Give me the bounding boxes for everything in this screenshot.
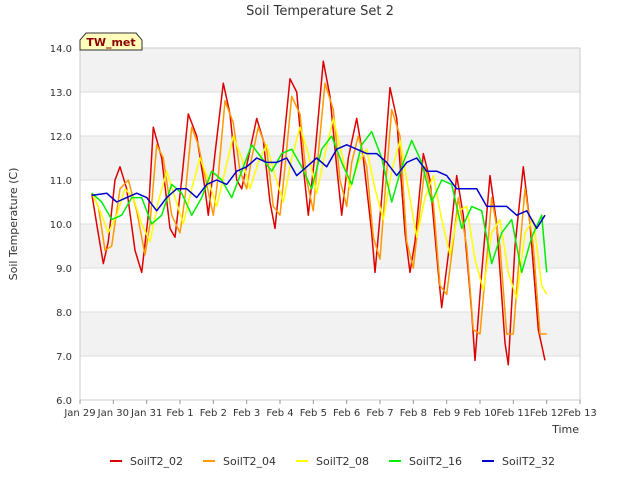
x-tick-label: Feb 3 bbox=[233, 408, 260, 419]
y-tick-label: 9.0 bbox=[56, 264, 72, 275]
badge-label: TW_met bbox=[86, 36, 135, 49]
legend-label: SoilT2_32 bbox=[502, 455, 555, 468]
y-tick-label: 14.0 bbox=[50, 44, 72, 55]
y-tick-label: 11.0 bbox=[50, 176, 72, 187]
series-line-soilt2-08 bbox=[91, 117, 548, 300]
x-tick-label: Feb 4 bbox=[266, 408, 293, 419]
x-tick-label: Jan 30 bbox=[97, 408, 129, 419]
y-tick-label: 8.0 bbox=[56, 308, 72, 319]
x-axis-label: Time bbox=[551, 423, 579, 436]
x-tick-label: Feb 11 bbox=[497, 408, 531, 419]
x-tick-label: Feb 5 bbox=[300, 408, 327, 419]
chart-title: Soil Temperature Set 2 bbox=[246, 4, 394, 19]
legend-label: SoilT2_16 bbox=[409, 455, 462, 468]
x-tick-label: Feb 9 bbox=[433, 408, 460, 419]
x-axis-ticks: Jan 29 Jan 30 Jan 31 Feb 1 Feb 2 Feb 3 Feb 4 Fe… bbox=[63, 400, 597, 419]
y-axis-label: Soil Temperature (C) bbox=[7, 168, 20, 281]
x-tick-label: Jan 31 bbox=[130, 408, 162, 419]
y-axis-ticks: 6.0 7.0 8.0 9.0 10.0 11.0 12.0 13.0 14.0 bbox=[50, 44, 72, 407]
y-tick-label: 7.0 bbox=[56, 352, 72, 363]
badge-shape bbox=[79, 32, 143, 51]
x-tick-label: Feb 2 bbox=[200, 408, 227, 419]
legend-label: SoilT2_08 bbox=[316, 455, 369, 468]
plot-band bbox=[80, 224, 580, 268]
series-line-soilt2-32 bbox=[91, 144, 546, 230]
plot-band bbox=[80, 268, 580, 312]
legend-label: SoilT2_02 bbox=[130, 455, 183, 468]
legend-label: SoilT2_04 bbox=[223, 455, 276, 468]
series-line-soilt2-16 bbox=[91, 130, 548, 274]
y-tick-label: 13.0 bbox=[50, 88, 72, 99]
series-line-soilt2-04 bbox=[91, 82, 547, 335]
series-lines bbox=[90, 60, 548, 366]
tw-met-badge: TW_met bbox=[79, 32, 143, 51]
y-tick-label: 12.0 bbox=[50, 132, 72, 143]
plot-frame bbox=[79, 47, 581, 401]
x-tick-label: Feb 13 bbox=[563, 408, 597, 419]
x-tick-label: Feb 10 bbox=[463, 408, 497, 419]
plot-band bbox=[80, 312, 580, 356]
plot-band bbox=[80, 356, 580, 400]
x-tick-label: Feb 12 bbox=[530, 408, 564, 419]
x-tick-label: Feb 7 bbox=[366, 408, 393, 419]
plot-band bbox=[80, 48, 580, 92]
y-tick-label: 6.0 bbox=[56, 396, 72, 407]
x-tick-label: Feb 6 bbox=[333, 408, 360, 419]
x-tick-label: Feb 1 bbox=[166, 408, 193, 419]
x-tick-label: Feb 8 bbox=[400, 408, 427, 419]
legend: SoilT2_02 SoilT2_04 SoilT2_08 SoilT2_16 Soil… bbox=[110, 455, 555, 468]
x-tick-label: Jan 29 bbox=[63, 408, 95, 419]
y-tick-label: 10.0 bbox=[50, 220, 72, 231]
